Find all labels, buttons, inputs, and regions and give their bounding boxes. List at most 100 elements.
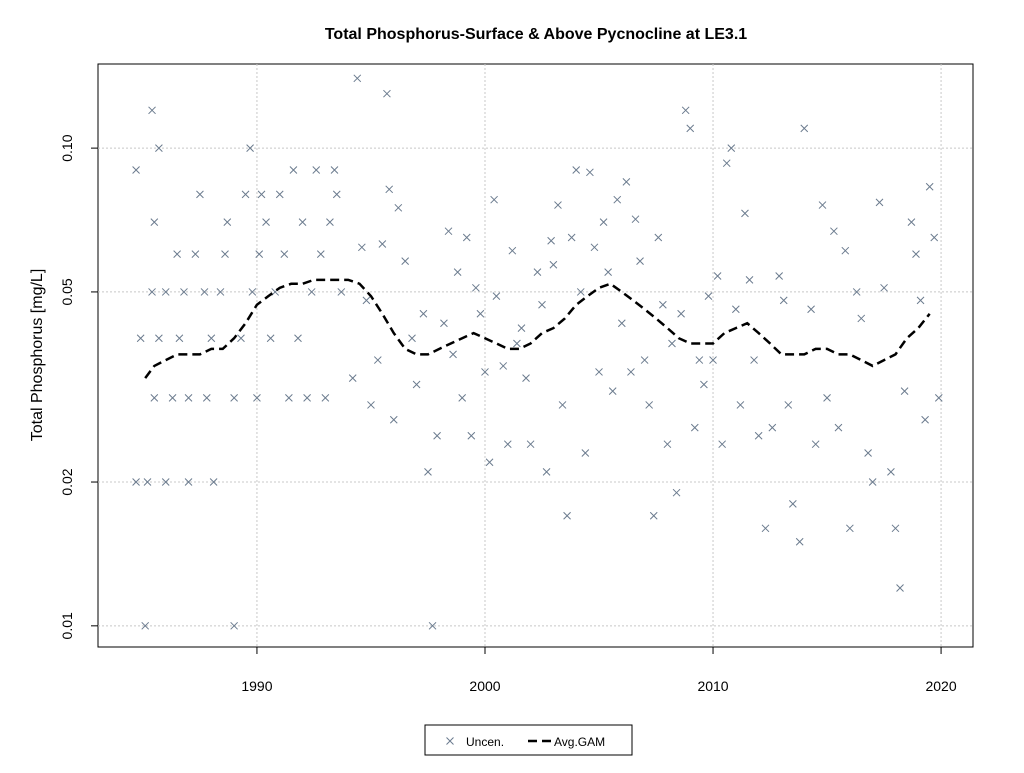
scatter-point: [722, 159, 731, 168]
scatter-point: [209, 478, 218, 486]
scatter-point: [266, 334, 275, 343]
scatter-point: [150, 218, 159, 226]
scatter-point: [503, 440, 512, 449]
scatter-point: [298, 218, 307, 226]
x-tick-label: 2010: [697, 678, 728, 694]
scatter-point: [257, 190, 266, 199]
scatter-point: [554, 201, 562, 209]
scatter-point: [736, 401, 745, 409]
scatter-point: [180, 288, 188, 296]
scatter-point: [285, 394, 293, 402]
scatter-point: [547, 236, 555, 245]
scatter-point: [184, 478, 193, 486]
scatter-point: [241, 190, 250, 199]
scatter-point: [202, 394, 211, 402]
scatter-point: [175, 334, 184, 343]
scatter-point: [307, 288, 316, 296]
scatter-point: [549, 260, 558, 269]
scatter-point: [289, 166, 298, 174]
scatter-point: [916, 296, 925, 305]
scatter-point: [383, 89, 391, 98]
scatter-point: [357, 243, 366, 252]
scatter-point: [173, 250, 181, 258]
scatter-point: [440, 319, 448, 328]
scatter-point: [394, 203, 403, 212]
scatter-point: [775, 272, 784, 280]
scatter-point: [207, 334, 216, 343]
y-tick-label: 0.10: [59, 134, 75, 161]
scatter-point: [348, 374, 357, 382]
scatter-point: [262, 218, 270, 226]
scatter-point: [444, 227, 453, 236]
scatter-point: [332, 190, 341, 199]
scatter-point: [316, 250, 325, 258]
scatter-point: [462, 233, 471, 242]
legend-label: Uncen.: [466, 735, 504, 749]
scatter-point: [255, 250, 264, 258]
scatter-point: [492, 292, 501, 300]
scatter-point: [412, 380, 421, 389]
scatter-point: [330, 166, 339, 174]
plot-frame: [97, 63, 974, 648]
scatter-point: [713, 272, 722, 280]
scatter-point: [695, 356, 704, 364]
scatter-point: [136, 334, 145, 343]
scatter-point: [533, 268, 542, 277]
scatter-point: [191, 250, 200, 258]
scatter-point: [576, 288, 585, 296]
scatter-point: [590, 243, 599, 252]
scatter-point: [196, 190, 204, 199]
scatter-point: [433, 431, 441, 440]
scatter-point: [864, 449, 872, 457]
scatter-point: [811, 440, 820, 449]
scatter-point: [303, 394, 311, 402]
scatter-point: [921, 415, 929, 424]
scatter-point: [586, 168, 594, 177]
scatter-point: [490, 195, 498, 204]
scatter-point: [595, 368, 603, 376]
scatter-point: [761, 524, 770, 533]
scatter-point: [631, 215, 640, 224]
scatter-point: [672, 488, 681, 497]
scatter-point: [841, 246, 850, 255]
scatter-point: [608, 387, 617, 395]
scatter-point: [367, 401, 375, 409]
scatter-point: [930, 233, 939, 242]
scatter-point: [627, 368, 635, 376]
scatter-point: [522, 374, 530, 382]
scatter-point: [830, 227, 838, 236]
scatter-point: [617, 319, 626, 328]
scatter-point: [408, 334, 416, 343]
scatter-point: [645, 401, 654, 409]
scatter-point: [558, 401, 567, 409]
scatter-point: [424, 468, 432, 476]
scatter-point: [852, 288, 861, 296]
scatter-point: [216, 288, 225, 296]
scatter-point: [818, 201, 827, 209]
scatter-point: [768, 423, 777, 432]
scatter-point: [622, 177, 631, 186]
scatter-point: [807, 305, 815, 314]
scatter-point: [294, 334, 302, 343]
scatter-point: [168, 394, 177, 402]
scatter-point: [542, 468, 551, 476]
scatter-point: [378, 240, 387, 248]
scatter-point: [401, 257, 410, 265]
scatter-point: [659, 300, 667, 309]
scatter-point: [668, 339, 676, 348]
scatter-point: [476, 309, 485, 318]
scatter-point: [846, 524, 854, 533]
scatter-point: [636, 257, 644, 265]
scatter-point: [599, 218, 608, 226]
scatter-point: [143, 478, 152, 486]
y-axis-label: Total Phosphorus [mg/L]: [29, 269, 46, 442]
scatter-point: [353, 74, 362, 83]
scatter-point: [604, 268, 612, 277]
scatter-point: [741, 209, 749, 218]
scatter-point: [428, 621, 437, 630]
scatter-point: [223, 218, 232, 226]
scatter-point: [385, 185, 394, 194]
legend-box: [424, 724, 633, 756]
scatter-point: [237, 334, 245, 343]
